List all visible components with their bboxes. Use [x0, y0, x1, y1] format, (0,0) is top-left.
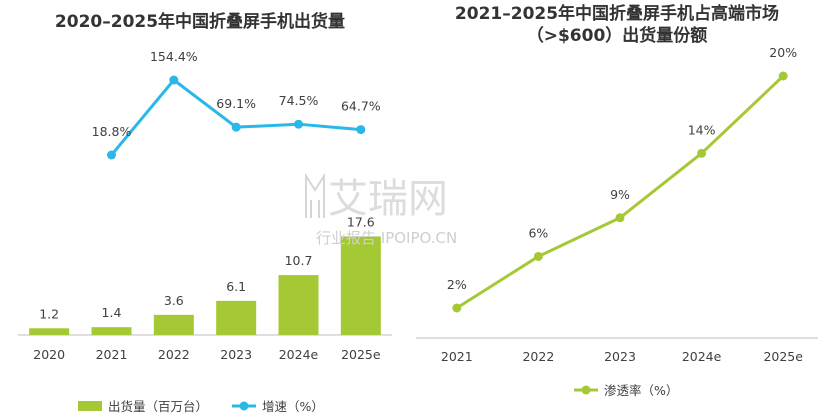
penetration-point	[533, 251, 543, 261]
shipment-bar	[153, 314, 194, 335]
shipment-bar	[278, 275, 319, 335]
shipment-value-label: 1.2	[39, 306, 59, 321]
x-tick-label: 2024e	[279, 347, 319, 362]
x-tick-label: 2021	[441, 349, 473, 364]
penetration-point	[452, 303, 462, 313]
x-tick-label: 2022	[158, 347, 190, 362]
penetration-chart: 2021–2025年中国折叠屏手机占高端市场 （>$600）出货量份额 2% 20…	[410, 0, 824, 413]
penetration-value-label: 6%	[528, 225, 548, 240]
growth-value-label: 18.8%	[92, 124, 132, 139]
shipment-bar	[340, 236, 381, 335]
penetration-value-label: 20%	[769, 45, 797, 60]
legend-label-shipment: 出货量（百万台）	[108, 399, 208, 413]
shipment-bar	[29, 328, 70, 335]
penetration-point	[778, 71, 788, 81]
x-tick-label: 2024e	[682, 349, 722, 364]
growth-point	[294, 119, 303, 129]
penetration-point	[697, 148, 707, 158]
shipment-value-label: 6.1	[226, 279, 246, 294]
legend-swatch-penetration-marker	[581, 385, 591, 395]
penetration-chart-title-line-2: （>$600）出货量份额	[526, 26, 708, 46]
penetration-chart-title-line-1: 2021–2025年中国折叠屏手机占高端市场	[454, 4, 780, 24]
growth-point	[107, 150, 116, 160]
x-tick-label: 2023	[220, 347, 252, 362]
penetration-chart-svg: 2% 2021 6% 2022 9% 2023 14% 2024e 20% 2025e 渗透率（%）	[416, 45, 818, 398]
shipment-chart-title: 2020–2025年中国折叠屏手机出货量	[54, 12, 346, 32]
legend-swatch-shipment	[78, 401, 102, 411]
x-tick-label: 2020	[33, 347, 65, 362]
shipment-value-label: 17.6	[347, 214, 375, 229]
legend-label-penetration: 渗透率（%）	[604, 383, 678, 398]
growth-value-label: 69.1%	[216, 96, 256, 111]
penetration-value-label: 9%	[610, 187, 630, 202]
growth-line	[110, 78, 361, 156]
shipment-chart: 2020–2025年中国折叠屏手机出货量 1.2 2020 1.4 2021 3.6 20…	[0, 0, 400, 413]
legend-swatch-growth-marker	[239, 401, 249, 411]
growth-value-label: 74.5%	[279, 93, 319, 108]
x-tick-label: 2022	[522, 349, 554, 364]
shipment-value-label: 10.7	[285, 253, 313, 268]
x-tick-label: 2021	[96, 347, 128, 362]
growth-point	[231, 122, 241, 132]
growth-value-label: 64.7%	[341, 99, 381, 114]
legend-label-growth: 增速（%）	[262, 399, 324, 413]
penetration-value-label: 2%	[447, 277, 467, 292]
penetration-point	[615, 213, 625, 223]
growth-point	[169, 75, 179, 85]
shipment-value-label: 3.6	[164, 293, 184, 308]
x-tick-label: 2023	[604, 349, 636, 364]
penetration-value-label: 14%	[688, 122, 716, 137]
shipment-value-label: 1.4	[102, 305, 122, 320]
growth-value-label: 154.4%	[150, 49, 198, 64]
x-tick-label: 2025e	[763, 349, 803, 364]
shipment-bar	[216, 300, 257, 335]
x-tick-label: 2025e	[341, 347, 381, 362]
shipment-chart-svg: 1.2 2020 1.4 2021 3.6 2022 6.1 2023 10.7 2024e 17.…	[18, 49, 392, 413]
growth-point	[356, 125, 366, 135]
shipment-bar	[91, 327, 132, 335]
